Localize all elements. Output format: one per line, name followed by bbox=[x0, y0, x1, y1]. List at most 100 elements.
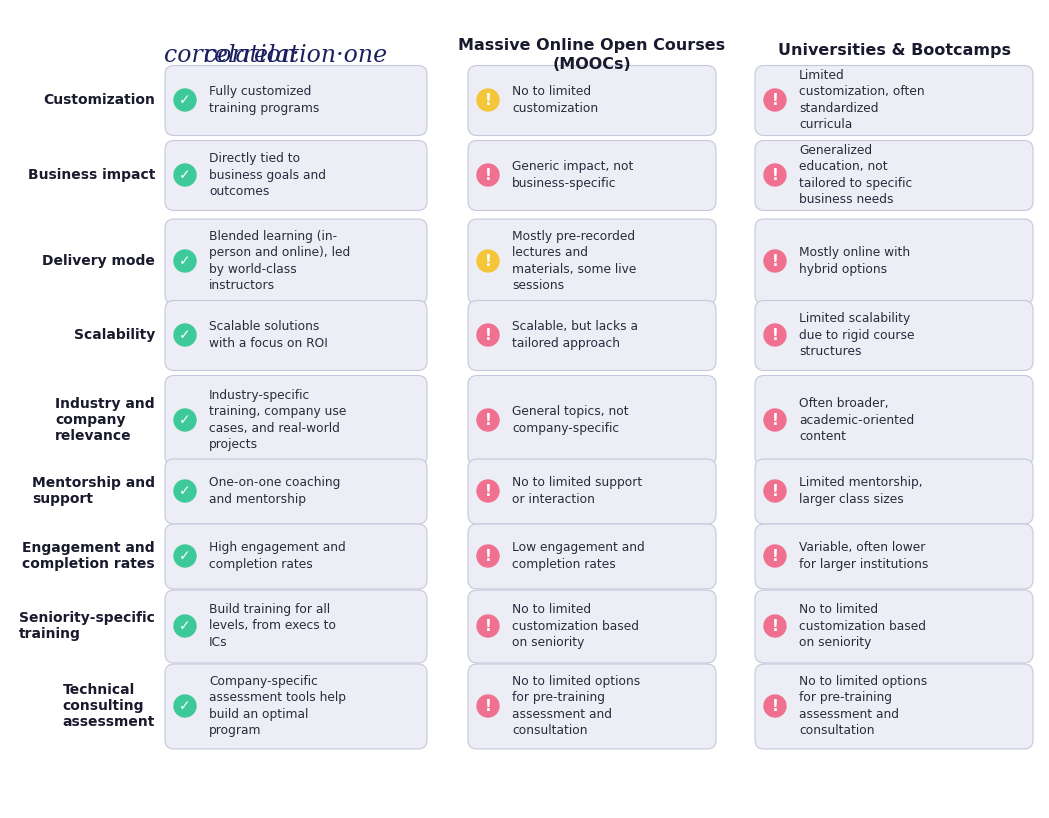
Text: Seniority-specific
training: Seniority-specific training bbox=[19, 611, 155, 641]
Text: Build training for all
levels, from execs to
ICs: Build training for all levels, from exec… bbox=[209, 603, 336, 649]
Text: Limited
customization, often
standardized
curricula: Limited customization, often standardize… bbox=[799, 69, 924, 131]
Text: !: ! bbox=[485, 484, 491, 499]
Text: ✓: ✓ bbox=[179, 619, 191, 633]
Circle shape bbox=[764, 409, 786, 431]
Text: !: ! bbox=[772, 619, 778, 634]
Circle shape bbox=[764, 89, 786, 111]
Text: Generalized
education, not
tailored to specific
business needs: Generalized education, not tailored to s… bbox=[799, 144, 913, 206]
Text: Engagement and
completion rates: Engagement and completion rates bbox=[22, 541, 155, 571]
FancyBboxPatch shape bbox=[165, 664, 427, 749]
Text: correlation·one: correlation·one bbox=[205, 43, 387, 66]
Text: Often broader,
academic-oriented
content: Often broader, academic-oriented content bbox=[799, 397, 915, 443]
Text: High engagement and
completion rates: High engagement and completion rates bbox=[209, 542, 346, 571]
Text: ·: · bbox=[293, 43, 300, 66]
Text: Mentorship and
support: Mentorship and support bbox=[33, 476, 155, 506]
Text: Company-specific
assessment tools help
build an optimal
program: Company-specific assessment tools help b… bbox=[209, 675, 346, 737]
Text: !: ! bbox=[772, 168, 778, 183]
FancyBboxPatch shape bbox=[165, 300, 427, 371]
Text: Generic impact, not
business-specific: Generic impact, not business-specific bbox=[512, 160, 634, 190]
FancyBboxPatch shape bbox=[468, 141, 716, 210]
Text: No to limited
customization based
on seniority: No to limited customization based on sen… bbox=[799, 603, 926, 649]
FancyBboxPatch shape bbox=[165, 219, 427, 304]
Circle shape bbox=[174, 695, 196, 717]
Text: No to limited
customization: No to limited customization bbox=[512, 85, 598, 115]
Text: One-on-one coaching
and mentorship: One-on-one coaching and mentorship bbox=[209, 476, 340, 506]
Text: !: ! bbox=[772, 93, 778, 108]
Circle shape bbox=[764, 324, 786, 346]
Circle shape bbox=[477, 409, 499, 431]
FancyBboxPatch shape bbox=[165, 65, 427, 136]
Text: Limited scalability
due to rigid course
structures: Limited scalability due to rigid course … bbox=[799, 312, 915, 358]
FancyBboxPatch shape bbox=[165, 524, 427, 589]
Circle shape bbox=[477, 250, 499, 272]
Circle shape bbox=[174, 409, 196, 431]
FancyBboxPatch shape bbox=[755, 65, 1033, 136]
Circle shape bbox=[174, 545, 196, 567]
Circle shape bbox=[174, 164, 196, 186]
Text: Massive Online Open Courses
(MOOCs): Massive Online Open Courses (MOOCs) bbox=[458, 38, 726, 73]
FancyBboxPatch shape bbox=[468, 300, 716, 371]
Text: Scalable, but lacks a
tailored approach: Scalable, but lacks a tailored approach bbox=[512, 321, 638, 350]
Text: Mostly online with
hybrid options: Mostly online with hybrid options bbox=[799, 246, 911, 276]
Text: Industry-specific
training, company use
cases, and real-world
projects: Industry-specific training, company use … bbox=[209, 389, 346, 452]
Circle shape bbox=[764, 615, 786, 637]
Circle shape bbox=[477, 545, 499, 567]
Text: Technical
consulting
assessment: Technical consulting assessment bbox=[63, 683, 155, 729]
Text: !: ! bbox=[772, 254, 778, 269]
Text: ✓: ✓ bbox=[179, 414, 191, 428]
FancyBboxPatch shape bbox=[755, 524, 1033, 589]
Text: Industry and
company
relevance: Industry and company relevance bbox=[56, 397, 155, 443]
Text: !: ! bbox=[772, 328, 778, 343]
FancyBboxPatch shape bbox=[468, 590, 716, 663]
Circle shape bbox=[477, 480, 499, 502]
FancyBboxPatch shape bbox=[755, 375, 1033, 465]
Circle shape bbox=[477, 89, 499, 111]
FancyBboxPatch shape bbox=[755, 459, 1033, 524]
FancyBboxPatch shape bbox=[468, 65, 716, 136]
Text: !: ! bbox=[485, 168, 491, 183]
Text: Customization: Customization bbox=[43, 93, 155, 107]
Text: !: ! bbox=[485, 254, 491, 269]
FancyBboxPatch shape bbox=[468, 375, 716, 465]
FancyBboxPatch shape bbox=[755, 219, 1033, 304]
Text: !: ! bbox=[772, 413, 778, 428]
Text: No to limited support
or interaction: No to limited support or interaction bbox=[512, 476, 642, 506]
Circle shape bbox=[477, 615, 499, 637]
FancyBboxPatch shape bbox=[165, 590, 427, 663]
Text: Universities & Bootcamps: Universities & Bootcamps bbox=[777, 43, 1010, 57]
Text: ✓: ✓ bbox=[179, 329, 191, 343]
Text: !: ! bbox=[772, 699, 778, 714]
FancyBboxPatch shape bbox=[755, 664, 1033, 749]
Text: No to limited options
for pre-training
assessment and
consultation: No to limited options for pre-training a… bbox=[512, 675, 640, 737]
Text: !: ! bbox=[485, 699, 491, 714]
Circle shape bbox=[764, 164, 786, 186]
FancyBboxPatch shape bbox=[468, 219, 716, 304]
Text: No to limited
customization based
on seniority: No to limited customization based on sen… bbox=[512, 603, 639, 649]
Text: Business impact: Business impact bbox=[27, 168, 155, 182]
FancyBboxPatch shape bbox=[468, 664, 716, 749]
Circle shape bbox=[764, 250, 786, 272]
Text: !: ! bbox=[485, 619, 491, 634]
Text: Delivery mode: Delivery mode bbox=[42, 254, 155, 268]
Text: !: ! bbox=[485, 549, 491, 564]
Circle shape bbox=[174, 250, 196, 272]
Text: !: ! bbox=[485, 93, 491, 108]
Circle shape bbox=[477, 324, 499, 346]
Circle shape bbox=[174, 324, 196, 346]
Text: ✓: ✓ bbox=[179, 484, 191, 498]
Text: General topics, not
company-specific: General topics, not company-specific bbox=[512, 405, 628, 434]
Text: Directly tied to
business goals and
outcomes: Directly tied to business goals and outc… bbox=[209, 152, 326, 198]
Circle shape bbox=[764, 695, 786, 717]
Text: correlation: correlation bbox=[164, 43, 296, 66]
Text: !: ! bbox=[772, 549, 778, 564]
Text: Mostly pre-recorded
lectures and
materials, some live
sessions: Mostly pre-recorded lectures and materia… bbox=[512, 230, 637, 292]
Text: Scalability: Scalability bbox=[73, 328, 155, 342]
Text: !: ! bbox=[772, 484, 778, 499]
Text: ✓: ✓ bbox=[179, 93, 191, 107]
Circle shape bbox=[174, 480, 196, 502]
Circle shape bbox=[477, 164, 499, 186]
Text: ✓: ✓ bbox=[179, 550, 191, 564]
Text: Variable, often lower
for larger institutions: Variable, often lower for larger institu… bbox=[799, 542, 928, 571]
Circle shape bbox=[174, 615, 196, 637]
Text: ✓: ✓ bbox=[179, 169, 191, 182]
